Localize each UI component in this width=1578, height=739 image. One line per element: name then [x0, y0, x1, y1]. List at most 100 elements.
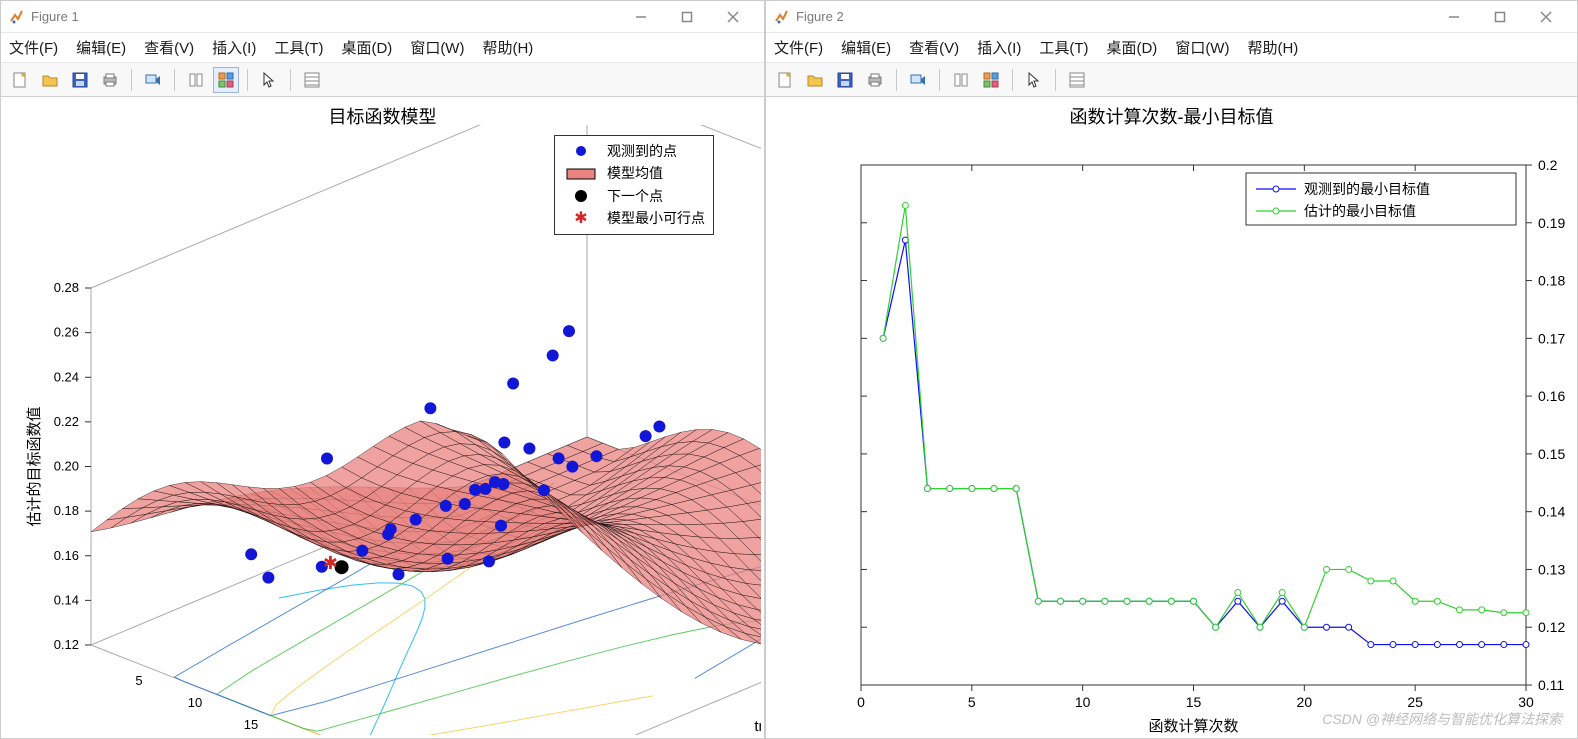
layout-icon[interactable] — [978, 67, 1004, 93]
svg-text:0: 0 — [857, 694, 865, 710]
plot-area-3d[interactable]: 目标函数模型 0.120.140.160.180.200.220.240.260… — [1, 97, 764, 738]
minimize-button[interactable] — [1431, 2, 1477, 32]
maximize-button[interactable] — [1477, 2, 1523, 32]
menu-insert[interactable]: 插入(I) — [212, 37, 256, 58]
menu-edit[interactable]: 编辑(E) — [76, 37, 126, 58]
open-icon[interactable] — [37, 67, 63, 93]
menu-view[interactable]: 查看(V) — [909, 37, 959, 58]
properties-icon[interactable] — [1064, 67, 1090, 93]
menu-file[interactable]: 文件(F) — [9, 37, 58, 58]
menu-bar: 文件(F) 编辑(E) 查看(V) 插入(I) 工具(T) 桌面(D) 窗口(W… — [766, 33, 1577, 63]
figure-1-window: Figure 1 文件(F) 编辑(E) 查看(V) 插入(I) 工具(T) 桌… — [0, 0, 765, 739]
properties-icon[interactable] — [299, 67, 325, 93]
svg-text:20: 20 — [1297, 694, 1313, 710]
menu-desktop[interactable]: 桌面(D) — [341, 37, 392, 58]
menu-file[interactable]: 文件(F) — [774, 37, 823, 58]
svg-text:15: 15 — [1186, 694, 1202, 710]
svg-text:5: 5 — [135, 673, 142, 688]
menu-tools[interactable]: 工具(T) — [274, 37, 323, 58]
layout-icon[interactable] — [213, 67, 239, 93]
svg-text:0.19: 0.19 — [1538, 215, 1565, 231]
svg-text:0.22: 0.22 — [54, 414, 79, 429]
save-icon[interactable] — [67, 67, 93, 93]
pointer-icon[interactable] — [1021, 67, 1047, 93]
svg-text:0.2: 0.2 — [1538, 157, 1558, 173]
svg-text:观测到的最小目标值: 观测到的最小目标值 — [1304, 181, 1430, 197]
svg-text:5: 5 — [968, 694, 976, 710]
svg-text:0.17: 0.17 — [1538, 330, 1565, 346]
legend-item-observed[interactable]: 观测到的点 — [563, 140, 705, 162]
pointer-icon[interactable] — [256, 67, 282, 93]
svg-text:0.28: 0.28 — [54, 280, 79, 295]
svg-text:25: 25 — [1407, 694, 1423, 710]
menu-edit[interactable]: 编辑(E) — [841, 37, 891, 58]
toolbar — [766, 63, 1577, 97]
legend-marker-circle-icon — [563, 144, 599, 158]
svg-text:0.18: 0.18 — [54, 503, 79, 518]
legend-item-model-mean[interactable]: 模型均值 — [563, 162, 705, 184]
toolbar — [1, 63, 764, 97]
save-icon[interactable] — [832, 67, 858, 93]
svg-text:10: 10 — [1075, 694, 1091, 710]
new-icon[interactable] — [772, 67, 798, 93]
title-bar[interactable]: Figure 2 — [766, 1, 1577, 33]
plot-area-2d[interactable]: 函数计算次数-最小目标值 0510152025300.110.120.130.1… — [766, 97, 1577, 738]
matlab-icon — [9, 9, 25, 25]
svg-text:函数计算次数: 函数计算次数 — [1148, 717, 1238, 735]
legend-swatch-icon — [563, 167, 599, 181]
svg-text:0.12: 0.12 — [1538, 619, 1565, 635]
window-title: Figure 1 — [31, 9, 79, 24]
chart-2d-svg: 0 5 10 15 20 25 300.11 0.12 0.13 0.14 0.15 0.16 0.17… — [766, 125, 1574, 737]
link-icon[interactable] — [140, 67, 166, 93]
matlab-icon — [774, 9, 790, 25]
minimize-button[interactable] — [618, 2, 664, 32]
svg-text:0.14: 0.14 — [54, 592, 79, 607]
svg-text:0.11: 0.11 — [1538, 677, 1564, 693]
svg-text:0.20: 0.20 — [54, 459, 79, 474]
print-icon[interactable] — [862, 67, 888, 93]
svg-text:0.16: 0.16 — [1538, 388, 1565, 404]
menu-window[interactable]: 窗口(W) — [1175, 37, 1229, 58]
menu-help[interactable]: 帮助(H) — [1247, 37, 1298, 58]
close-button[interactable] — [1523, 2, 1569, 32]
svg-text:0.18: 0.18 — [1538, 273, 1565, 289]
maximize-button[interactable] — [664, 2, 710, 32]
tile-icon[interactable] — [183, 67, 209, 93]
svg-text:0.14: 0.14 — [1538, 504, 1565, 520]
window-title: Figure 2 — [796, 9, 844, 24]
menu-help[interactable]: 帮助(H) — [482, 37, 533, 58]
legend-item-min-feasible[interactable]: ✱ 模型最小可行点 — [563, 207, 705, 229]
close-button[interactable] — [710, 2, 756, 32]
svg-text:估计的最小目标值: 估计的最小目标值 — [1304, 203, 1416, 219]
print-icon[interactable] — [97, 67, 123, 93]
svg-text:15: 15 — [244, 717, 258, 732]
svg-text:估计的目标函数值: 估计的目标函数值 — [26, 406, 43, 526]
figure-2-window: Figure 2 文件(F) 编辑(E) 查看(V) 插入(I) 工具(T) 桌… — [765, 0, 1578, 739]
menu-view[interactable]: 查看(V) — [144, 37, 194, 58]
svg-text:0.12: 0.12 — [54, 637, 79, 652]
title-bar[interactable]: Figure 1 — [1, 1, 764, 33]
svg-text:0.26: 0.26 — [54, 325, 79, 340]
menu-insert[interactable]: 插入(I) — [977, 37, 1021, 58]
legend[interactable]: 观测到的点 模型均值 下一个点 ✱ 模型最小可行点 — [554, 135, 714, 235]
tile-icon[interactable] — [948, 67, 974, 93]
svg-text:0.15: 0.15 — [1538, 446, 1565, 462]
menu-bar: 文件(F) 编辑(E) 查看(V) 插入(I) 工具(T) 桌面(D) 窗口(W… — [1, 33, 764, 63]
svg-text:✱: ✱ — [574, 211, 587, 225]
menu-desktop[interactable]: 桌面(D) — [1106, 37, 1157, 58]
menu-tools[interactable]: 工具(T) — [1039, 37, 1088, 58]
link-icon[interactable] — [905, 67, 931, 93]
menu-window[interactable]: 窗口(W) — [410, 37, 464, 58]
svg-text:0.24: 0.24 — [54, 369, 79, 384]
svg-text:trees: trees — [754, 718, 761, 735]
open-icon[interactable] — [802, 67, 828, 93]
new-icon[interactable] — [7, 67, 33, 93]
svg-text:30: 30 — [1518, 694, 1534, 710]
svg-text:✱: ✱ — [323, 553, 338, 573]
legend-marker-star-icon: ✱ — [563, 211, 599, 225]
legend-item-next-point[interactable]: 下一个点 — [563, 185, 705, 207]
svg-text:0.16: 0.16 — [54, 548, 79, 563]
svg-text:10: 10 — [188, 695, 202, 710]
svg-text:0.13: 0.13 — [1538, 561, 1565, 577]
legend-marker-black-icon — [563, 189, 599, 203]
